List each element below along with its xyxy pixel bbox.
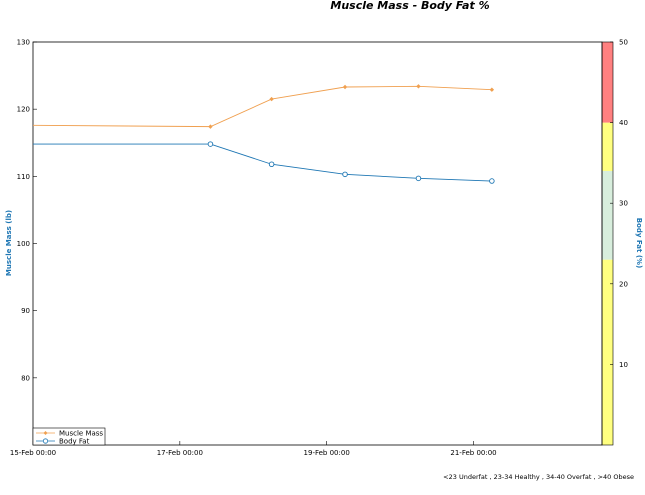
y-tick-label: 130 <box>17 39 30 47</box>
body-fat-point <box>489 178 495 184</box>
x-tick-label: 17-Feb 00:00 <box>157 449 203 457</box>
y2-tick-label: 10 <box>619 361 628 369</box>
legend-muscle-mass-marker <box>43 431 48 435</box>
muscle-mass-point <box>416 84 421 89</box>
y-tick-label: 110 <box>17 173 30 181</box>
y2-axis-label: Body Fat (%) <box>635 218 643 268</box>
legend: Muscle Mass Body Fat <box>32 427 106 446</box>
y-tick-label: 120 <box>17 106 30 114</box>
muscle-mass-point <box>342 84 348 90</box>
chart-title: Muscle Mass - Body Fat % <box>330 0 489 12</box>
body-fat-band-0 <box>602 259 613 445</box>
muscle-mass-line <box>32 85 492 128</box>
x-tick-label: 21-Feb 00:00 <box>450 449 496 457</box>
body-fat-band-1 <box>602 170 613 260</box>
body-fat-point <box>415 175 422 182</box>
y2-tick-label: 30 <box>619 200 628 208</box>
legend-body-fat-marker <box>42 438 49 444</box>
y-tick-label: 90 <box>21 307 30 315</box>
legend-body-fat-label: Body Fat <box>59 438 90 446</box>
plot-area <box>32 41 603 446</box>
left-axis-ticks: 80 90 100 110 120 130 <box>17 39 37 382</box>
body-fat-line <box>33 143 492 182</box>
y-axis-label: Muscle Mass (lb) <box>5 210 13 276</box>
y2-tick-label: 20 <box>619 280 628 288</box>
body-fat-point <box>268 161 275 167</box>
body-fat-band-3 <box>602 42 613 123</box>
y2-tick-label: 40 <box>619 119 628 127</box>
muscle-mass-point <box>208 124 213 129</box>
muscle-mass-point <box>269 96 274 102</box>
muscle-mass-point <box>489 87 495 92</box>
x-tick-label: 15-Feb 00:00 <box>10 449 56 457</box>
series-group <box>32 84 495 184</box>
body-fat-point <box>207 141 214 147</box>
body-fat-band-2 <box>602 122 613 171</box>
y-tick-label: 80 <box>21 374 30 382</box>
y-tick-label: 100 <box>17 240 30 248</box>
body-fat-band-strip <box>601 41 614 446</box>
right-axis-ticks: 10 20 30 40 50 <box>610 39 628 369</box>
body-fat-point <box>342 171 348 178</box>
x-tick-label: 19-Feb 00:00 <box>304 449 350 457</box>
legend-muscle-mass-label: Muscle Mass <box>59 430 103 438</box>
y2-tick-label: 50 <box>619 39 628 47</box>
body-fat-category-footnote: <23 Underfat , 23-34 Healthy , 34-40 Ove… <box>443 473 634 481</box>
